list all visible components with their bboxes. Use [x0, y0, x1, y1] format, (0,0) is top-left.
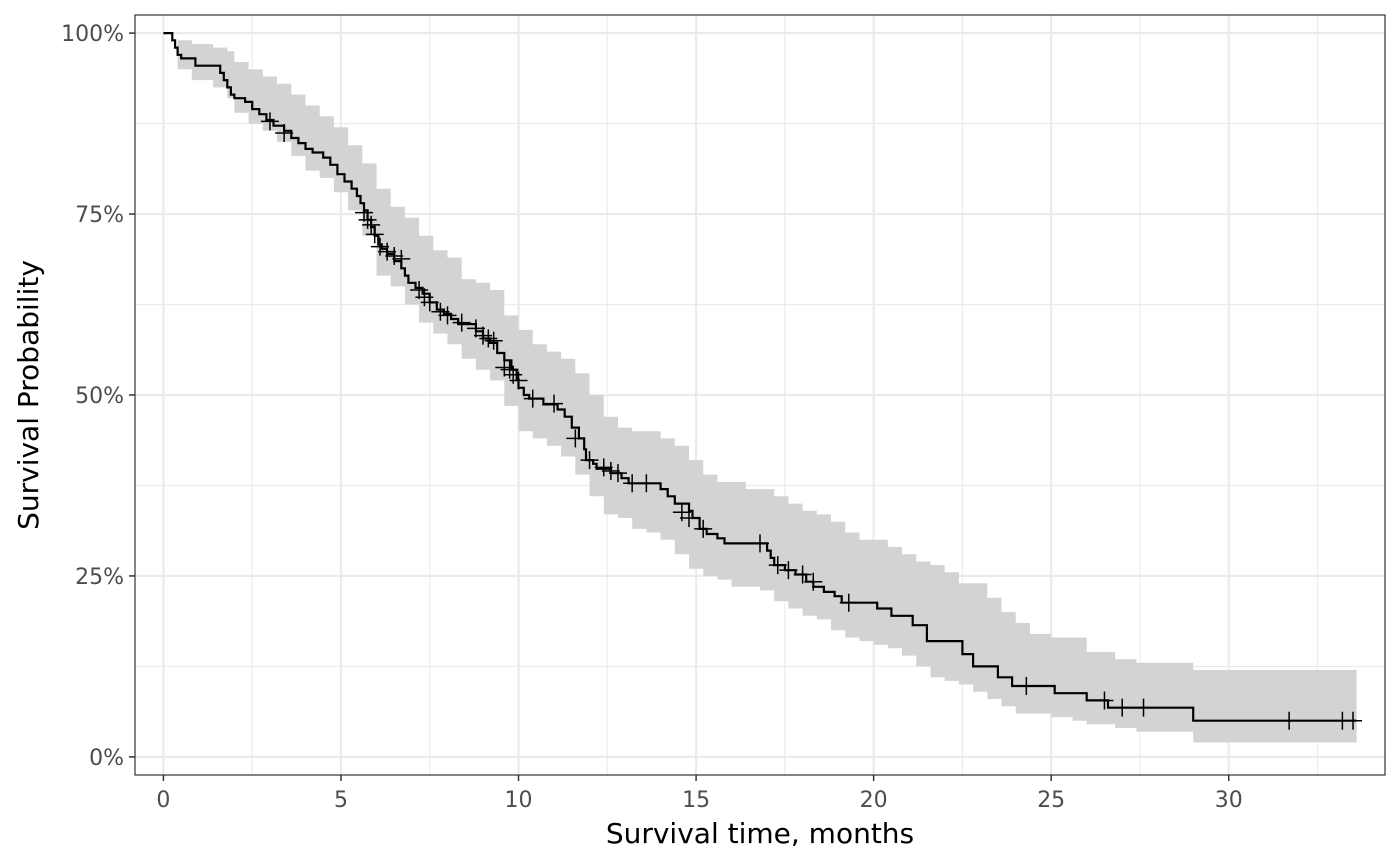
censor-mark: [500, 360, 519, 379]
censor-mark: [466, 319, 485, 338]
x-tick-label: 10: [505, 788, 533, 813]
censor-mark: [545, 394, 564, 413]
censor-mark: [509, 371, 528, 390]
censor-mark: [452, 313, 471, 332]
censor-mark: [365, 225, 384, 244]
censor-mark: [1134, 698, 1153, 717]
x-axis-title: Survival time, months: [606, 817, 914, 850]
censor-mark: [420, 293, 439, 312]
censor-mark: [431, 302, 450, 321]
censor-mark: [804, 572, 823, 591]
censor-mark: [1344, 711, 1363, 730]
y-tick-label: 0%: [89, 746, 124, 771]
y-axis-title: Survival Probability: [12, 260, 45, 530]
y-tick-label: 25%: [75, 565, 124, 590]
confidence-band: [163, 33, 1357, 743]
y-tick-label: 75%: [75, 203, 124, 228]
x-tick-label: 0: [156, 788, 170, 813]
censor-mark: [358, 210, 377, 229]
censor-mark: [566, 429, 585, 448]
censor-mark: [1280, 711, 1299, 730]
x-tick-label: 20: [860, 788, 888, 813]
censor-mark: [779, 561, 798, 580]
censor-mark: [484, 331, 503, 350]
censor-mark: [355, 203, 374, 222]
censor-mark: [438, 306, 457, 325]
x-tick-label: 25: [1037, 788, 1065, 813]
axes: 0 5 10 15 20 25 30 0% 25% 50% 75% 100%: [61, 22, 1243, 813]
censor-marks: [260, 112, 1363, 730]
censor-mark: [594, 458, 613, 477]
censor-mark: [1113, 698, 1132, 717]
y-tick-label: 50%: [75, 384, 124, 409]
censor-mark: [751, 534, 769, 553]
censor-mark: [601, 462, 620, 480]
censor-mark: [371, 237, 390, 256]
censor-mark: [275, 123, 294, 142]
x-tick-label: 15: [682, 788, 710, 813]
x-tick-label: 5: [334, 788, 348, 813]
x-tick-label: 30: [1215, 788, 1243, 813]
ci-band-area: [163, 33, 1357, 743]
censor-mark: [839, 593, 858, 612]
censor-mark: [392, 249, 411, 268]
censor-mark: [608, 464, 627, 483]
censor-mark: [378, 242, 397, 261]
censor-mark: [793, 565, 812, 584]
censor-mark: [362, 215, 381, 234]
censor-mark: [523, 389, 542, 408]
y-tick-label: 100%: [61, 22, 124, 47]
censor-mark: [1095, 691, 1114, 710]
censor-mark: [768, 556, 787, 575]
censor-mark: [260, 112, 279, 131]
censor-mark: [1017, 676, 1036, 695]
censor-mark: [694, 519, 713, 538]
censor-mark: [385, 247, 404, 266]
censor-mark: [637, 474, 656, 493]
censor-mark: [580, 451, 599, 470]
censor-mark: [679, 509, 698, 528]
